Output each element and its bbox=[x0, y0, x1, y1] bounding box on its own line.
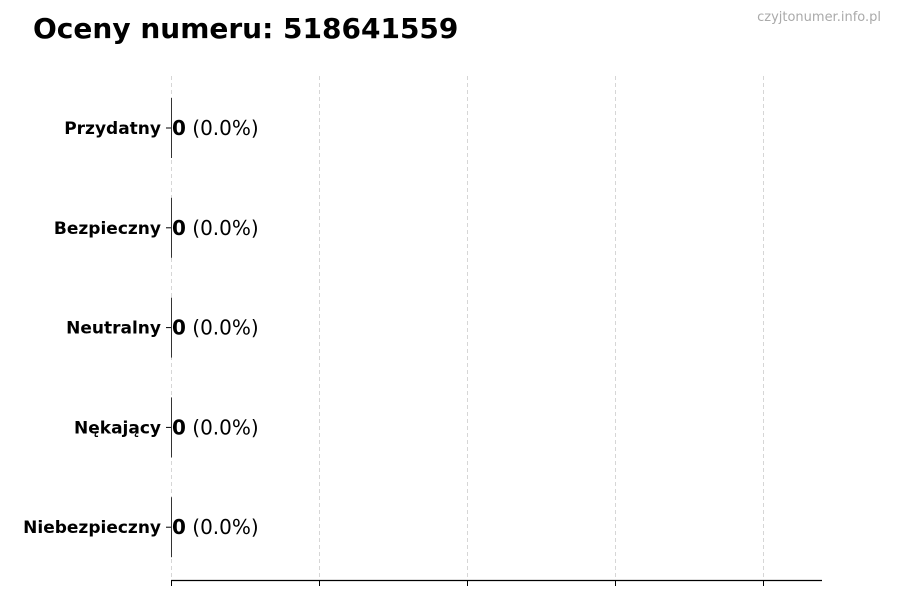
bar bbox=[171, 98, 172, 158]
data-label: 0 (0.0%) bbox=[172, 116, 259, 140]
data-label: 0 (0.0%) bbox=[172, 415, 259, 439]
y-tick-label: Bezpieczny bbox=[54, 219, 161, 239]
bar bbox=[171, 297, 172, 358]
y-tick-label: Niebezpieczny bbox=[23, 518, 161, 538]
y-tick-label: Nękający bbox=[74, 418, 161, 438]
data-label: 0 (0.0%) bbox=[172, 316, 259, 340]
chart-title: Oceny numeru: 518641559 bbox=[33, 12, 459, 45]
data-label: 0 (0.0%) bbox=[172, 515, 259, 539]
data-label: 0 (0.0%) bbox=[172, 216, 259, 240]
y-tick-label: Neutralny bbox=[66, 319, 161, 339]
watermark[interactable]: czyjtonumer.info.pl bbox=[757, 10, 881, 25]
bar bbox=[171, 497, 172, 558]
bar bbox=[171, 197, 172, 258]
y-tick-label: Przydatny bbox=[64, 119, 161, 139]
bar bbox=[171, 397, 172, 458]
